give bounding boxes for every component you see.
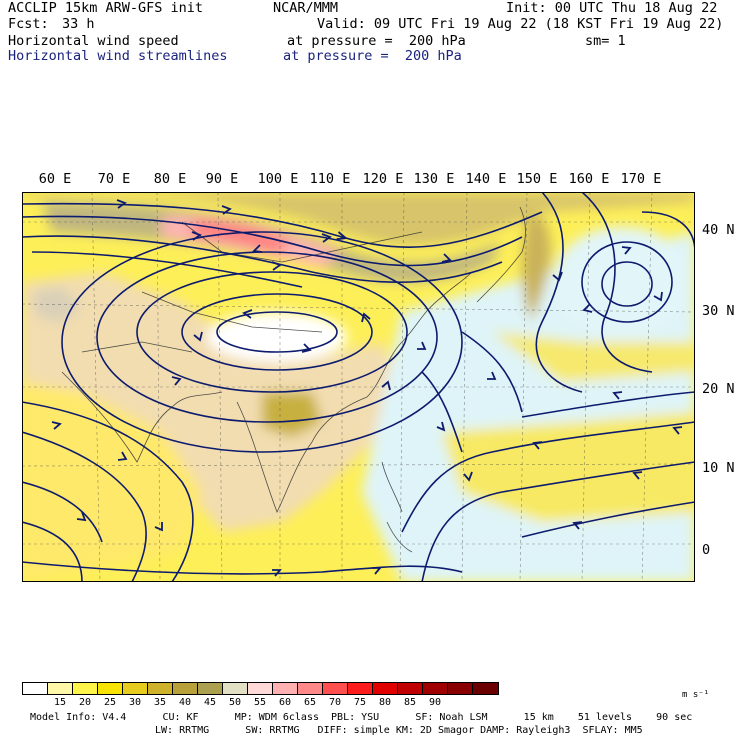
org-label: NCAR/MMM	[273, 0, 339, 16]
longitude-label: 100 E	[257, 171, 299, 187]
coastline-philippines	[381, 461, 413, 553]
colorbar-tick-label: 75	[353, 697, 367, 708]
longitude-label: 90 E	[205, 171, 239, 187]
field-streamlines-level: at pressure = 200 hPa	[283, 48, 462, 64]
streamlines	[22, 192, 695, 582]
colorbar-tick-label: 20	[78, 697, 92, 708]
model-info-line1: Model Info: V4.4 CU: KF MP: WDM 6class P…	[30, 712, 693, 723]
colorbar-swatch	[423, 683, 448, 694]
colorbar-tick-label: 85	[403, 697, 417, 708]
longitude-label: 60 E	[38, 171, 72, 187]
latitude-label: 10 N	[702, 460, 735, 476]
latitude-label: 0	[702, 542, 711, 558]
colorbar-tick-label: 35	[153, 697, 167, 708]
colorbar-swatch	[73, 683, 98, 694]
colorbar-tick-label: 60	[278, 697, 292, 708]
colorbar	[22, 682, 499, 695]
latitude-label: 20 N	[702, 381, 735, 397]
colorbar-swatch	[373, 683, 398, 694]
longitude-label: 170 E	[620, 171, 662, 187]
colorbar-tick-label: 30	[128, 697, 142, 708]
colorbar-tick-label: 65	[303, 697, 317, 708]
field-wind-speed-level: at pressure = 200 hPa	[287, 33, 466, 49]
longitude-label: 160 E	[568, 171, 610, 187]
colorbar-swatch	[273, 683, 298, 694]
latitude-label: 40 N	[702, 222, 735, 238]
model-title: ACCLIP 15km ARW-GFS init	[8, 0, 204, 16]
field-streamlines: Horizontal wind streamlines	[8, 48, 228, 64]
longitude-label: 140 E	[465, 171, 507, 187]
colorbar-unit: m s⁻¹	[682, 690, 710, 700]
colorbar-swatch	[23, 683, 48, 694]
colorbar-tick-label: 70	[328, 697, 342, 708]
colorbar-swatch	[248, 683, 273, 694]
colorbar-swatch	[223, 683, 248, 694]
colorbar-swatch	[148, 683, 173, 694]
longitude-label: 110 E	[309, 171, 351, 187]
coastline-india	[61, 371, 223, 463]
coastline-indochina	[236, 396, 368, 513]
colorbar-swatch	[173, 683, 198, 694]
colorbar-tick-label: 15	[53, 697, 67, 708]
colorbar-swatch	[473, 683, 498, 694]
forecast-hours: 33 h	[62, 16, 95, 32]
colorbar-tick-label: 40	[178, 697, 192, 708]
field-wind-speed: Horizontal wind speed	[8, 33, 179, 49]
colorbar-tick-label: 45	[203, 697, 217, 708]
longitude-label: 80 E	[153, 171, 187, 187]
longitude-label: 150 E	[516, 171, 558, 187]
colorbar-swatch	[398, 683, 423, 694]
land-region	[22, 272, 402, 532]
streamline-arrows	[51, 199, 683, 577]
coastline-japan	[476, 206, 526, 303]
colorbar-tick-label: 25	[103, 697, 117, 708]
colorbar-swatch	[48, 683, 73, 694]
valid-time: Valid: 09 UTC Fri 19 Aug 22 (18 KST Fri …	[317, 16, 724, 32]
forecast-label: Fcst:	[8, 16, 49, 32]
longitude-label: 120 E	[362, 171, 404, 187]
model-info-line2: LW: RRTMG SW: RRTMG DIFF: simple KM: 2D …	[155, 725, 643, 736]
colorbar-tick-label: 90	[428, 697, 442, 708]
smoothing-label: sm= 1	[585, 33, 626, 49]
latitude-label: 30 N	[702, 303, 735, 319]
colorbar-swatch	[323, 683, 348, 694]
colorbar-swatch	[98, 683, 123, 694]
longitude-label: 70 E	[97, 171, 131, 187]
colorbar-swatch	[198, 683, 223, 694]
longitude-label: 130 E	[413, 171, 455, 187]
init-time: Init: 00 UTC Thu 18 Aug 22	[506, 0, 718, 16]
coastline-china	[366, 271, 473, 398]
colorbar-tick-label: 55	[253, 697, 267, 708]
colorbar-tick-label: 80	[378, 697, 392, 708]
wind-map	[22, 192, 695, 582]
colorbar-swatch	[123, 683, 148, 694]
colorbar-swatch	[448, 683, 473, 694]
colorbar-swatch	[348, 683, 373, 694]
colorbar-tick-label: 50	[228, 697, 242, 708]
colorbar-swatch	[298, 683, 323, 694]
